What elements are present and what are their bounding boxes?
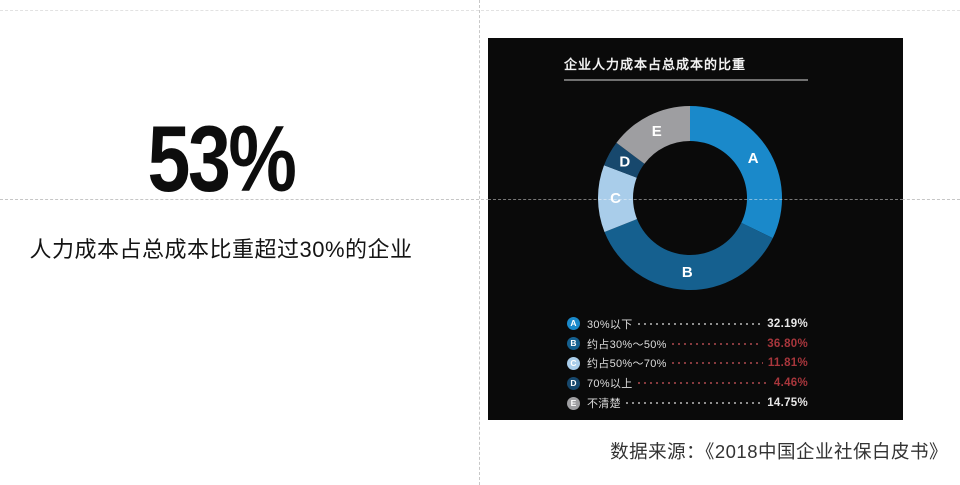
data-source: 数据来源：《2018中国企业社保白皮书》	[610, 441, 948, 462]
donut-slice-E	[616, 106, 690, 164]
legend-row-B: B 约占30%～50% 36.80%	[567, 334, 808, 354]
legend-dotted-leader	[671, 362, 763, 365]
donut-slice-label-D: D	[619, 154, 630, 171]
donut-slice-label-A: A	[748, 150, 759, 167]
donut-slice-D	[604, 142, 645, 178]
donut-slice-label-C: C	[610, 190, 621, 207]
stat-value: 53%	[147, 106, 297, 211]
donut-slice-C	[598, 165, 638, 232]
donut-slice-label-B: B	[682, 264, 693, 281]
legend-label: 约占50%～70%	[587, 358, 667, 371]
legend-value: 14.75%	[767, 397, 808, 410]
legend-row-A: A 30%以下 32.19%	[567, 314, 808, 334]
legend-value: 32.19%	[767, 317, 808, 330]
legend-row-C: C 约占50%～70% 11.81%	[567, 354, 808, 374]
chart-title: 企业人力成本占总成本的比重	[564, 57, 747, 72]
donut-chart-svg: A B C D E	[598, 106, 782, 290]
legend-badge-B: B	[567, 337, 580, 351]
legend-row-E: E 不清楚 14.75%	[567, 393, 808, 413]
legend-value: 11.81%	[767, 357, 808, 370]
donut-chart: A B C D E	[598, 106, 782, 290]
donut-slice-A	[690, 106, 782, 239]
chart-legend: A 30%以下 32.19% B 约占30%～50% 36.80% C 约占50%～70% 11…	[567, 314, 808, 413]
legend-label: 不清楚	[587, 398, 621, 411]
legend-badge-D: D	[567, 376, 580, 390]
left-stat-block: 53% 人力成本占总成本比重超过30%的企业	[0, 112, 442, 264]
title-underline	[564, 79, 808, 81]
legend-label: 约占30%～50%	[587, 338, 667, 351]
legend-badge-A: A	[567, 317, 580, 331]
top-guide-line	[0, 10, 960, 11]
legend-dotted-leader	[637, 322, 763, 325]
vertical-guide-line	[479, 0, 480, 485]
legend-dotted-leader	[625, 402, 763, 405]
legend-label: 70%以上	[587, 378, 633, 391]
legend-dotted-leader	[637, 382, 769, 385]
legend-value: 4.46%	[773, 377, 808, 390]
legend-badge-C: C	[567, 356, 580, 370]
donut-slice-B	[604, 219, 773, 290]
legend-row-D: D 70%以上 4.46%	[567, 373, 808, 393]
donut-slice-label-E: E	[652, 123, 662, 140]
legend-label: 30%以下	[587, 318, 633, 331]
legend-dotted-leader	[671, 342, 763, 345]
legend-value: 36.80%	[767, 337, 808, 350]
stat-caption: 人力成本占总成本比重超过30%的企业	[29, 237, 413, 262]
legend-badge-E: E	[567, 396, 580, 410]
